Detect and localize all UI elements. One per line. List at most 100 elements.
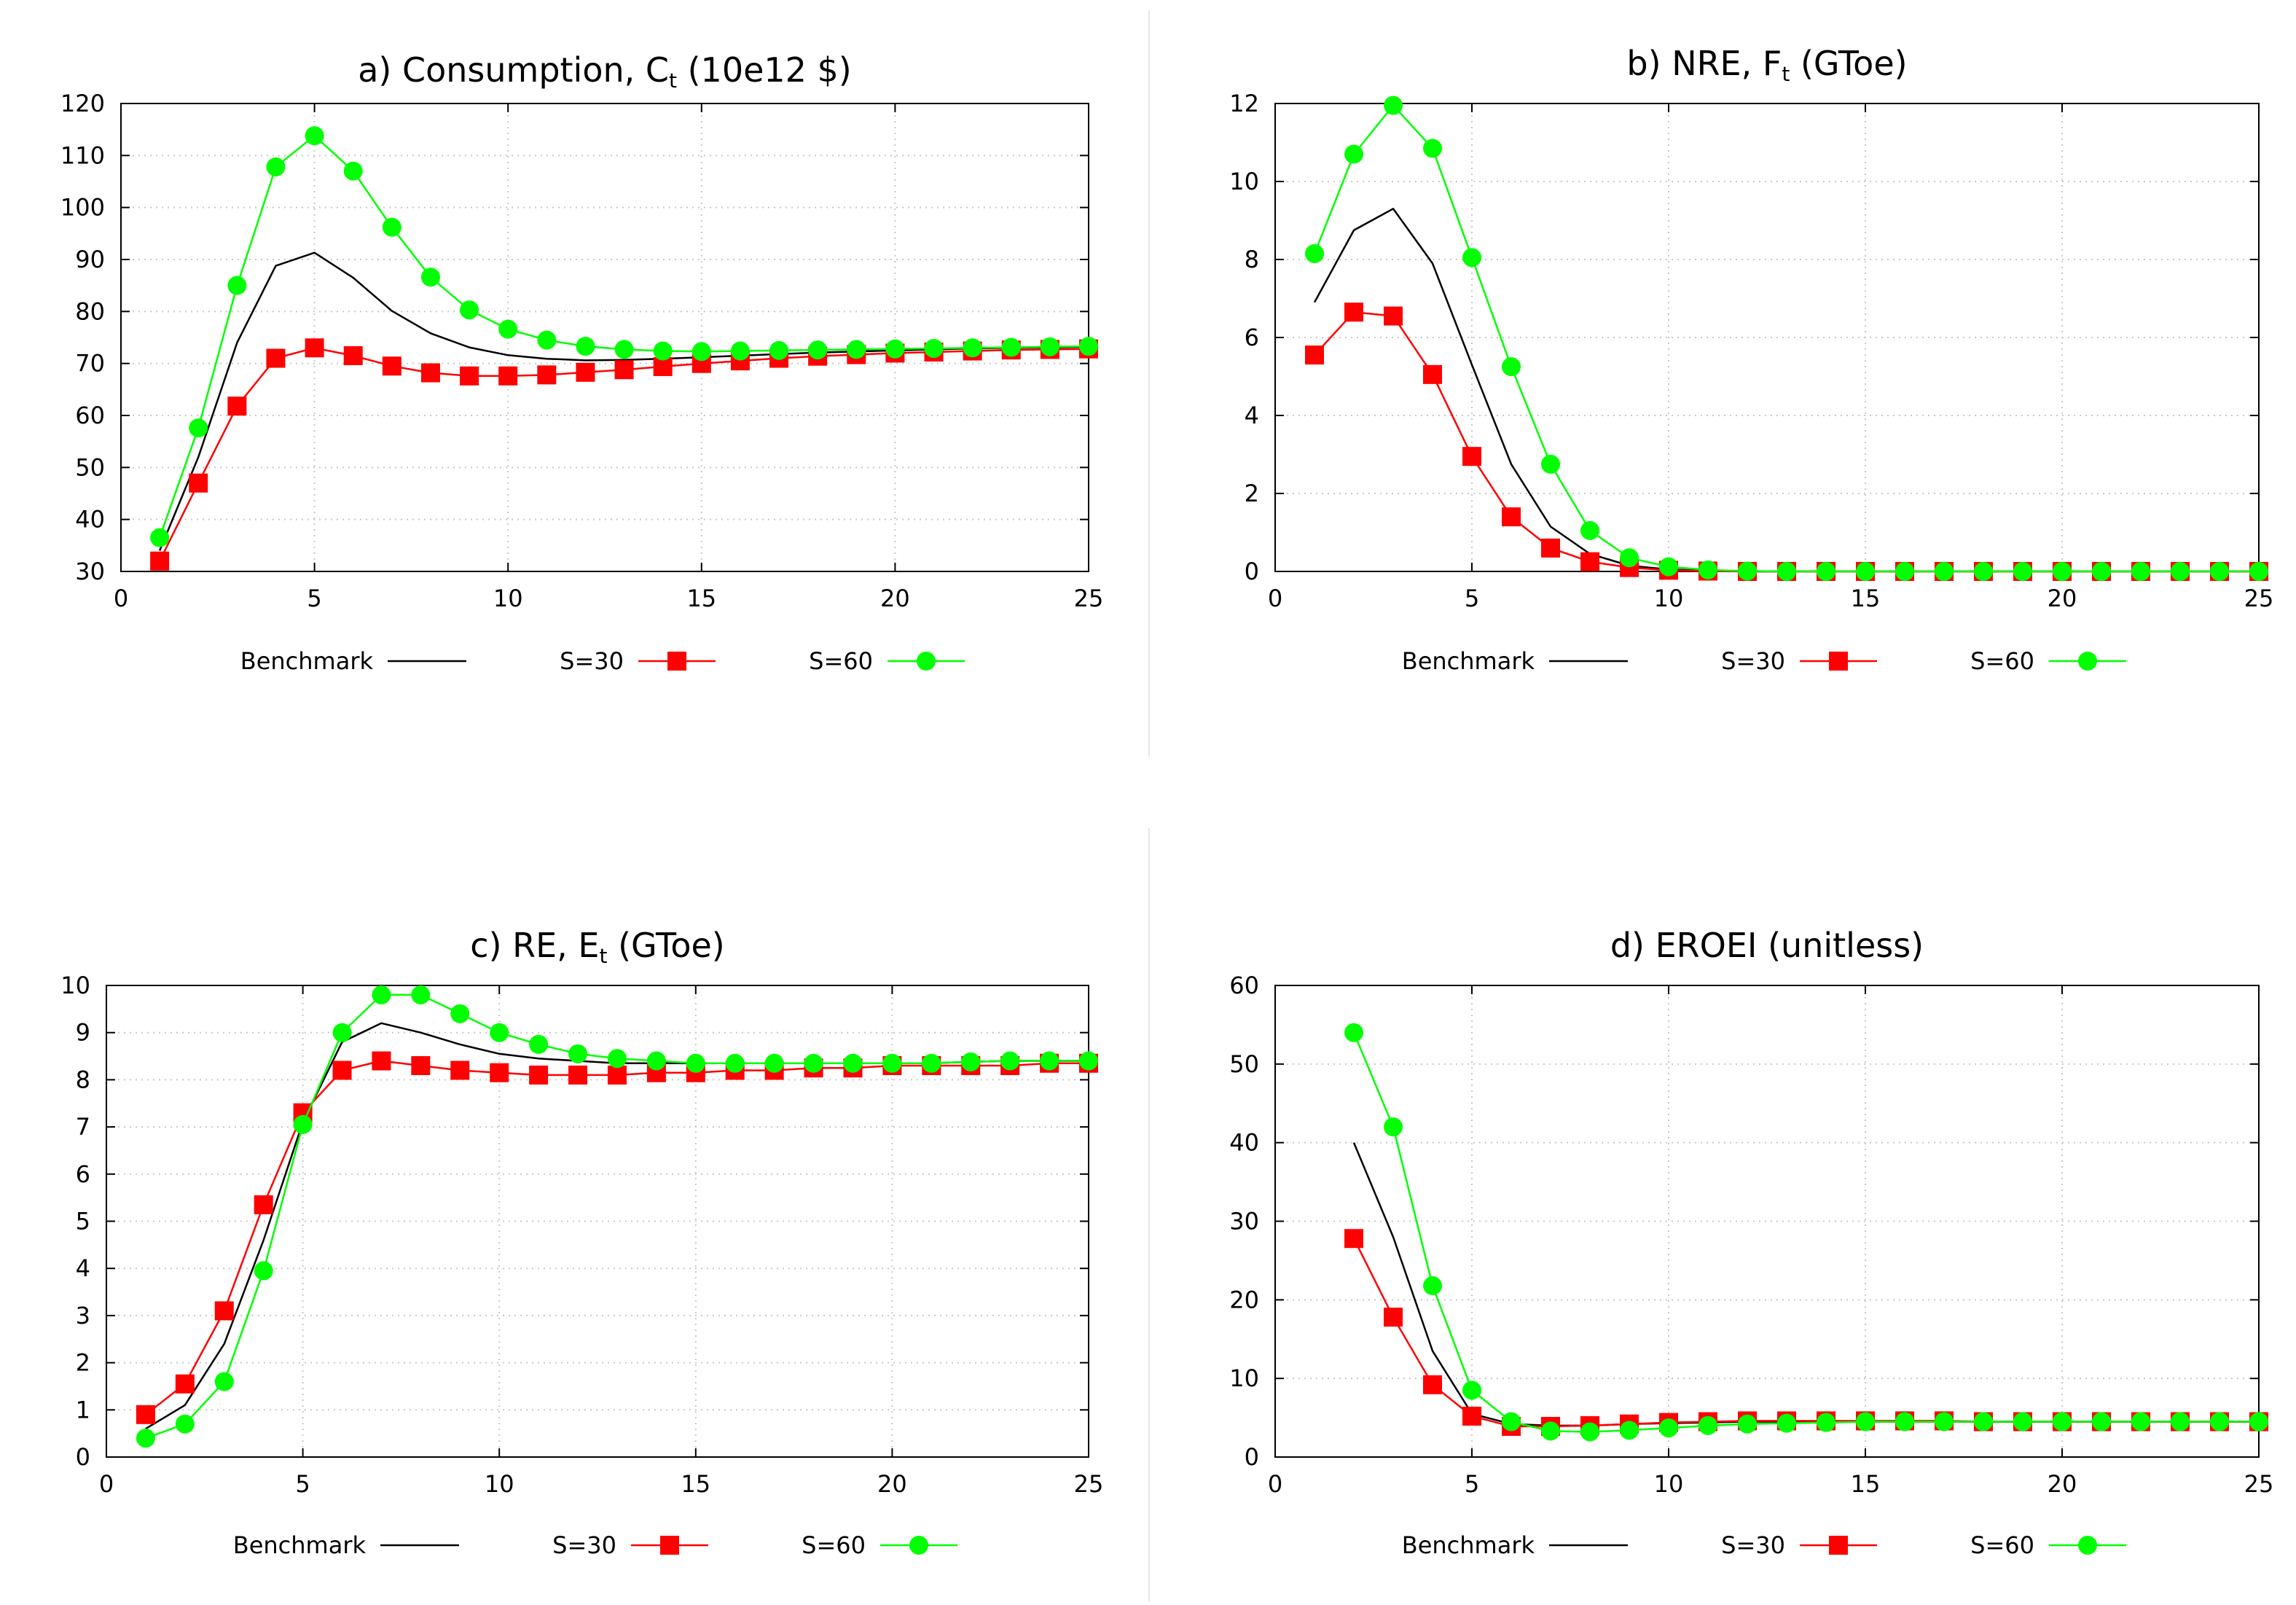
data-point [614,360,634,380]
data-point [332,1023,352,1042]
y-tick-label: 40 [75,506,105,534]
data-point [2210,1412,2229,1432]
data-point [189,418,208,438]
data-point [1079,337,1098,356]
data-point [2131,1412,2150,1432]
data-point [1541,454,1560,474]
plot-frame [1274,103,2260,572]
series-line [158,251,1089,551]
data-point [1974,562,1993,581]
data-point [1423,1276,1442,1295]
legend-label: Benchmark [233,1531,367,1559]
data-point [686,1053,705,1073]
data-point [1620,548,1639,568]
data-point [529,1034,549,1054]
x-tick-label: 0 [99,1470,114,1498]
data-point [2171,1412,2190,1432]
legend-label: S=30 [552,1531,616,1559]
data-point [460,300,479,320]
data-point [305,126,324,146]
data-point [382,356,401,376]
data-point [1777,562,1796,581]
data-point [1384,1308,1403,1327]
data-point [1462,1406,1481,1426]
series-s-30 [136,1051,1098,1424]
x-tick-label: 20 [880,585,910,612]
chart-panel-2: 0 5 10 15 20 25 0 2 4 6 8 10 12 b) NRE, Ft (GToe) Benc… [1229,44,2273,675]
vertical-divider-bottom [1148,828,1150,1602]
x-tick-label: 5 [295,1470,310,1498]
x-tick-label: 20 [2048,585,2077,612]
y-tick-label: 80 [75,297,105,325]
data-point [490,1023,509,1042]
legend-marker [1829,1536,1848,1555]
y-tick-label: 0 [1245,1443,1259,1471]
series-line [1313,104,2259,573]
y-tick-label: 9 [76,1019,90,1047]
data-point [1699,1415,1717,1435]
data-point [2131,562,2150,581]
y-tick-label: 60 [1229,972,1259,999]
series-s-60 [136,985,1098,1448]
data-point [1344,144,1363,164]
data-point [1856,1412,1875,1432]
data-point [2053,562,2072,581]
data-point [411,985,431,1004]
legend-marker [2078,1536,2097,1555]
data-point [1817,1413,1835,1432]
chart-title-main: a) Consumption, C [358,50,669,90]
data-point [614,340,634,359]
series-s-60 [1344,1023,2268,1442]
y-tick-label: 70 [75,350,105,378]
data-point [1423,1375,1442,1394]
data-point [1659,1418,1678,1438]
series-line [145,1060,1089,1415]
data-point [150,528,170,547]
y-tick-label: 0 [1245,558,1259,585]
data-point [460,366,479,386]
y-tick-label: 10 [1229,168,1259,195]
data-point [1738,1414,1757,1434]
legend-label: S=30 [1721,647,1785,675]
y-tick-label: 2 [76,1349,90,1377]
x-tick-label: 5 [1465,1470,1479,1498]
legend-marker [1829,652,1848,671]
data-point [1541,538,1560,558]
data-point [1620,1421,1639,1440]
x-tick-label: 0 [1268,585,1282,612]
legend-marker [917,652,936,671]
y-tick-label: 12 [1229,90,1259,117]
y-tick-label: 10 [60,972,90,999]
legend: Benchmark S=30 S=60 [1402,1531,2126,1559]
legend-marker [909,1536,928,1555]
data-point [1738,561,1757,581]
legend-label: Benchmark [1402,647,1535,675]
data-point [607,1049,627,1069]
data-point [411,1055,431,1075]
data-point [646,1051,666,1071]
data-point [764,1053,784,1073]
series-line [158,134,1089,539]
data-point [150,551,170,571]
x-tick-label: 20 [2048,1470,2077,1498]
chart-panel-4: 0 5 10 15 20 25 0 10 20 30 40 50 60 d) EROEI (unitles… [1229,926,2273,1559]
data-point [2092,1412,2111,1432]
y-tick-label: 3 [76,1302,90,1329]
data-point [1423,364,1442,384]
x-tick-label: 15 [1851,585,1881,612]
y-tick-label: 30 [1229,1208,1259,1235]
data-point [1344,1023,1363,1042]
legend-marker [660,1536,679,1555]
series-line [1314,311,2259,573]
y-tick-label: 1 [76,1396,90,1424]
legend-label: Benchmark [1402,1531,1535,1559]
x-tick-label: 25 [2244,585,2274,612]
series-s-60 [1305,95,2268,581]
chart-title-subscript: t [669,69,677,93]
series-s-30 [150,338,1098,571]
x-tick-label: 10 [1654,585,1684,612]
plot-frame [120,103,1089,572]
data-point [2210,562,2229,581]
